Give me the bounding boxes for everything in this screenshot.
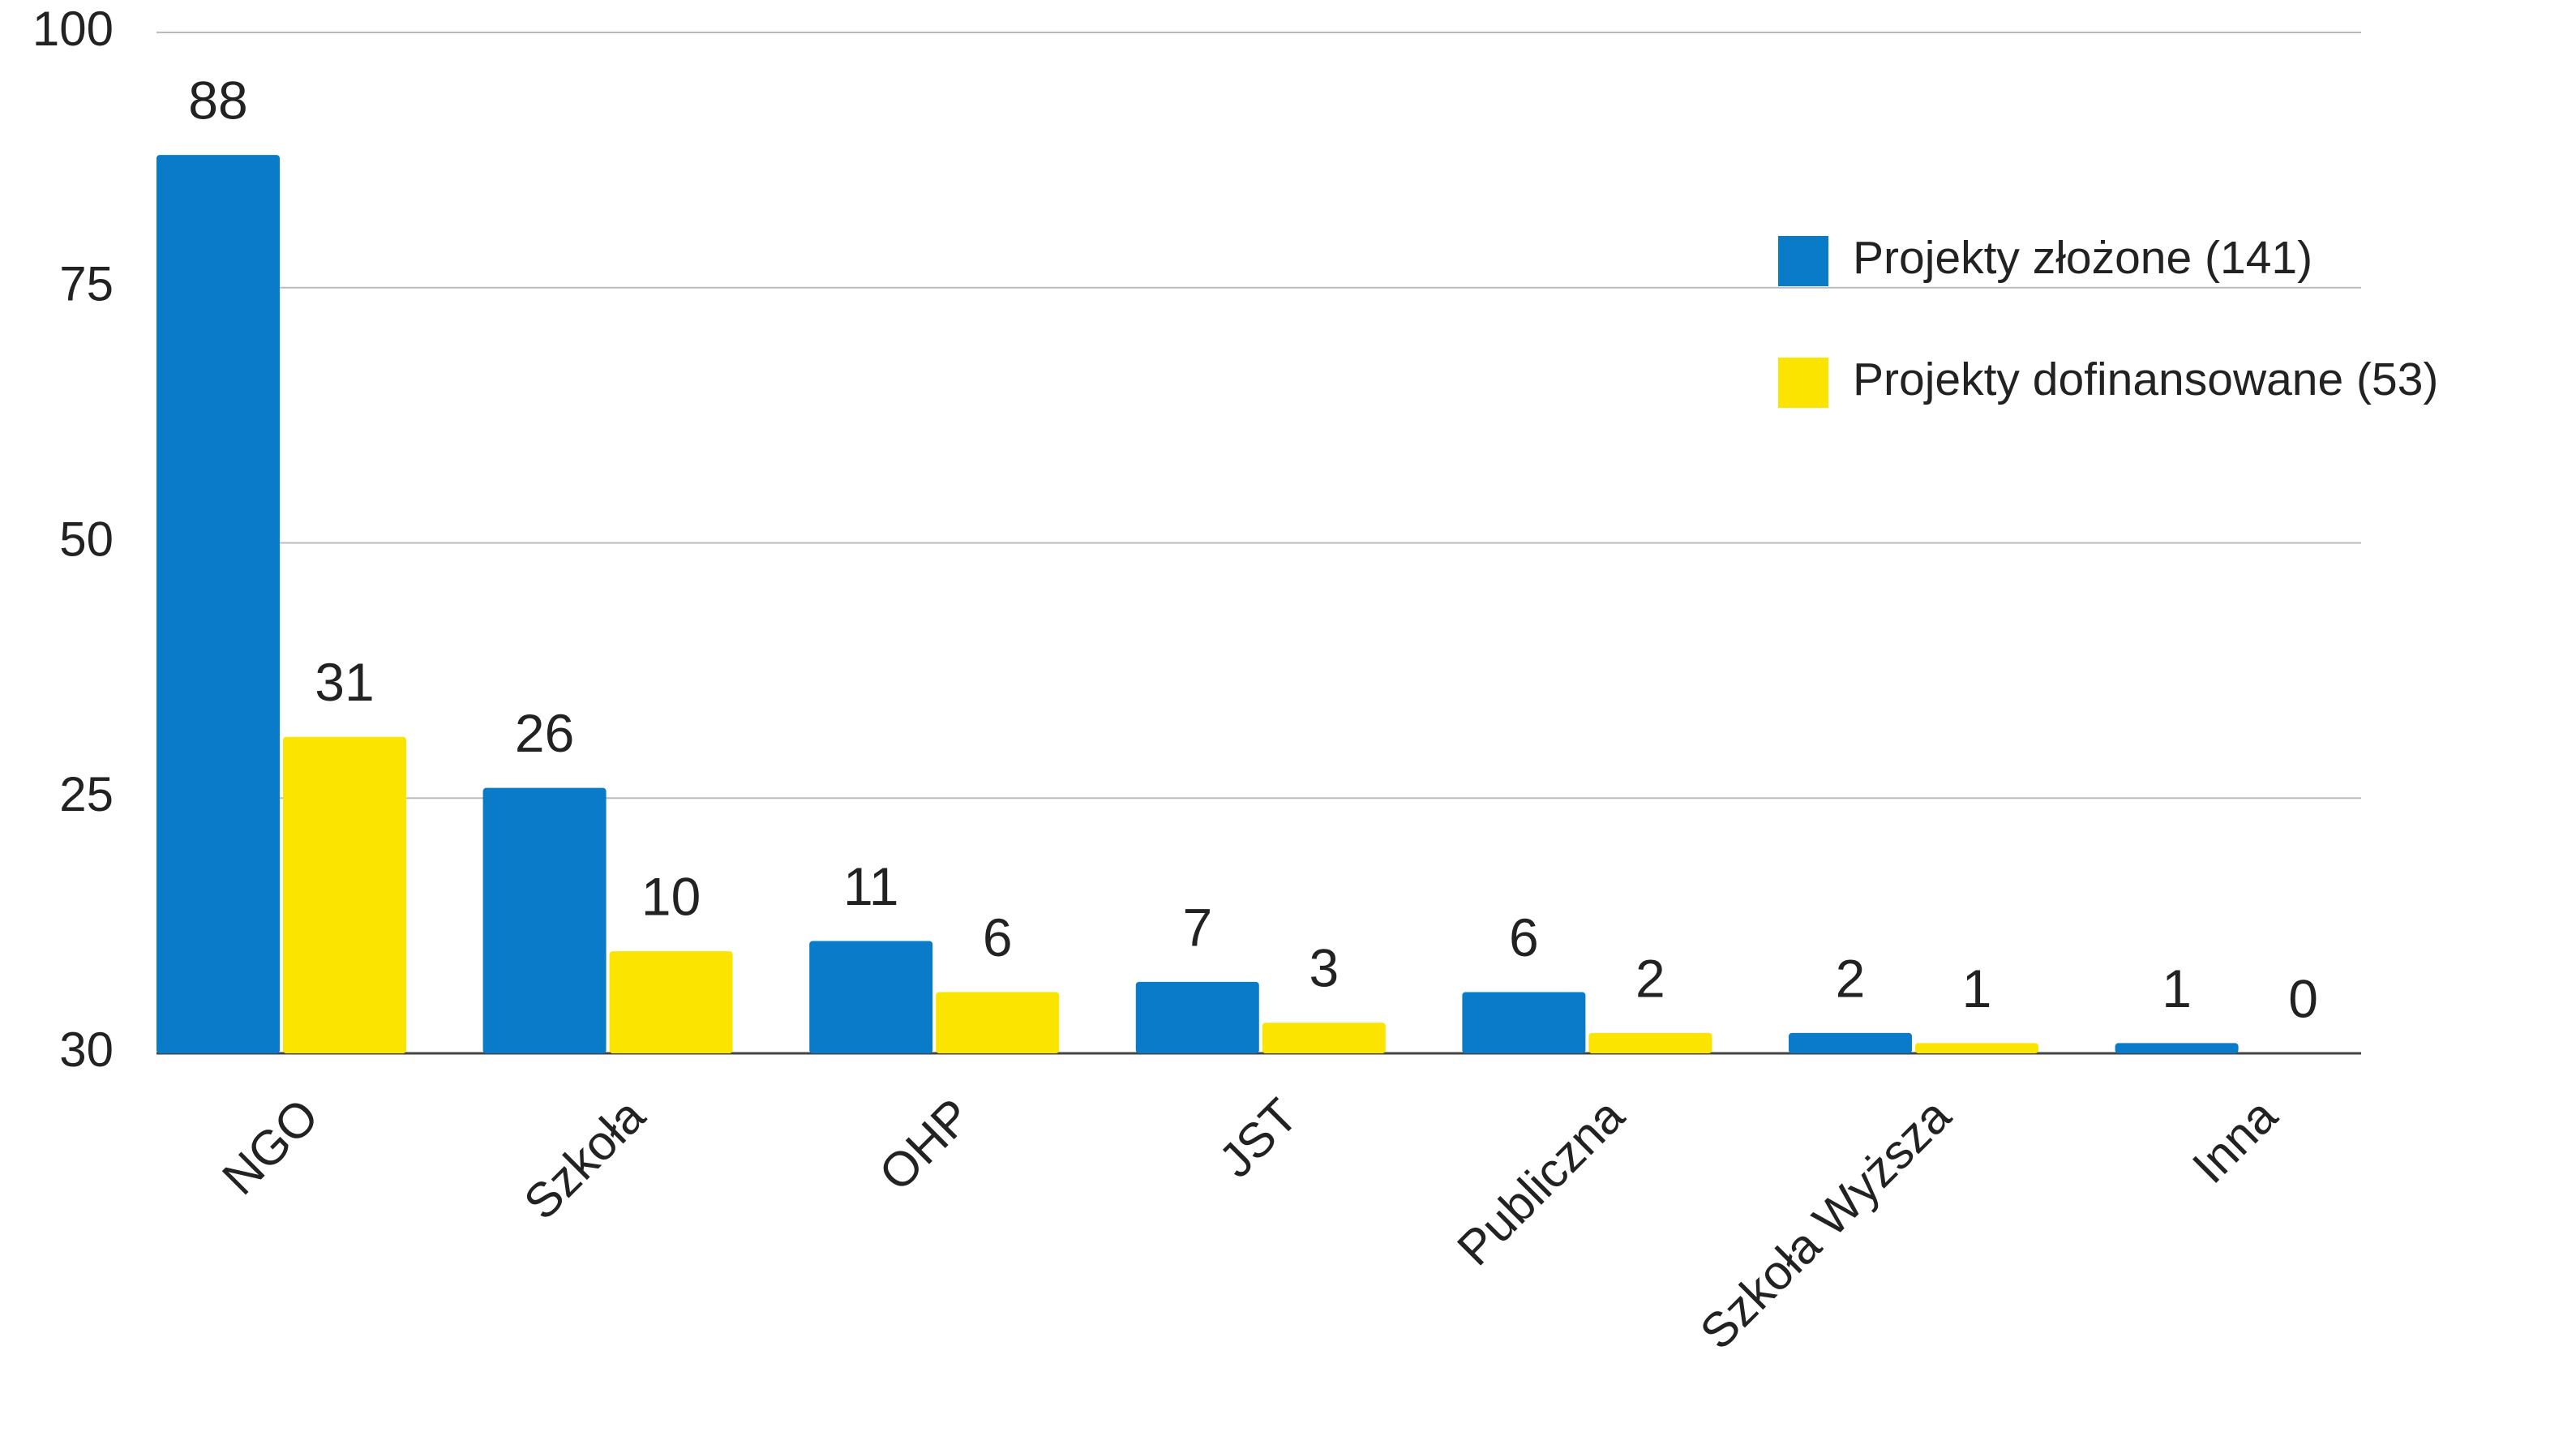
bar <box>1588 1032 1712 1053</box>
value-label: 11 <box>843 856 899 916</box>
x-tick-label: Inna <box>2182 1088 2287 1194</box>
bar <box>283 736 406 1053</box>
value-label: 31 <box>315 652 374 712</box>
x-tick-label: OHP <box>868 1088 981 1201</box>
bar <box>1135 981 1259 1053</box>
bar <box>609 951 733 1053</box>
x-tick-label: NGO <box>212 1088 328 1205</box>
value-label: 26 <box>515 703 574 763</box>
bar <box>1789 1032 1912 1053</box>
value-label: 1 <box>1962 958 1992 1018</box>
value-label: 0 <box>2288 968 2318 1028</box>
value-label: 88 <box>188 71 247 131</box>
bar <box>1915 1043 2038 1053</box>
value-label: 2 <box>1635 948 1665 1008</box>
bar <box>936 992 1060 1053</box>
bar <box>156 155 280 1054</box>
legend-label: Projekty złożone (141) <box>1853 232 2312 284</box>
bar <box>1462 992 1586 1053</box>
bar <box>809 941 933 1053</box>
bar <box>2115 1043 2239 1053</box>
y-tick-label: 30 <box>59 1023 114 1077</box>
x-tick-label: Szkoła Wyższa <box>1690 1088 1961 1360</box>
value-label: 10 <box>641 867 701 927</box>
y-tick-label: 75 <box>59 257 114 311</box>
value-label: 2 <box>1836 948 1866 1008</box>
y-tick-label: 100 <box>32 2 114 56</box>
legend-swatch <box>1778 236 1828 286</box>
y-tick-label: 25 <box>59 767 114 821</box>
y-tick-label: 50 <box>59 512 114 566</box>
value-label: 6 <box>983 907 1013 967</box>
value-label: 6 <box>1509 907 1539 967</box>
value-label: 1 <box>2162 958 2192 1018</box>
bar <box>482 787 606 1053</box>
bar <box>1262 1023 1386 1053</box>
legend-swatch <box>1778 358 1828 408</box>
x-tick-label: Publiczna <box>1447 1088 1635 1276</box>
value-label: 7 <box>1182 897 1212 957</box>
value-label: 3 <box>1309 938 1339 998</box>
x-tick-label: Szkoła <box>513 1088 655 1230</box>
legend-label: Projekty dofinansowane (53) <box>1853 354 2438 405</box>
x-tick-label: JST <box>1208 1088 1308 1188</box>
